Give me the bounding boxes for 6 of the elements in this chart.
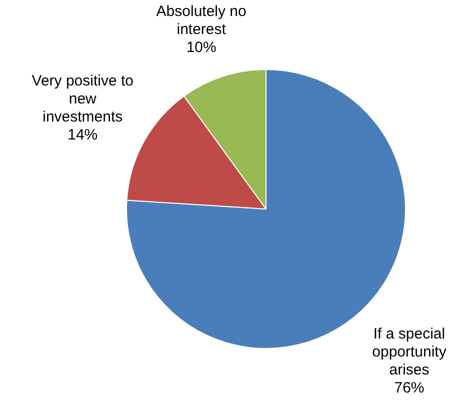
data-label: 76% — [394, 380, 424, 397]
slice-label: If a special opportunity arises — [372, 326, 447, 379]
slice-label: Very positive to new investments — [32, 72, 134, 126]
data-label: 10% — [186, 39, 216, 56]
slice-label: Absolutely no interest — [156, 3, 246, 38]
data-label: 14% — [68, 126, 98, 144]
